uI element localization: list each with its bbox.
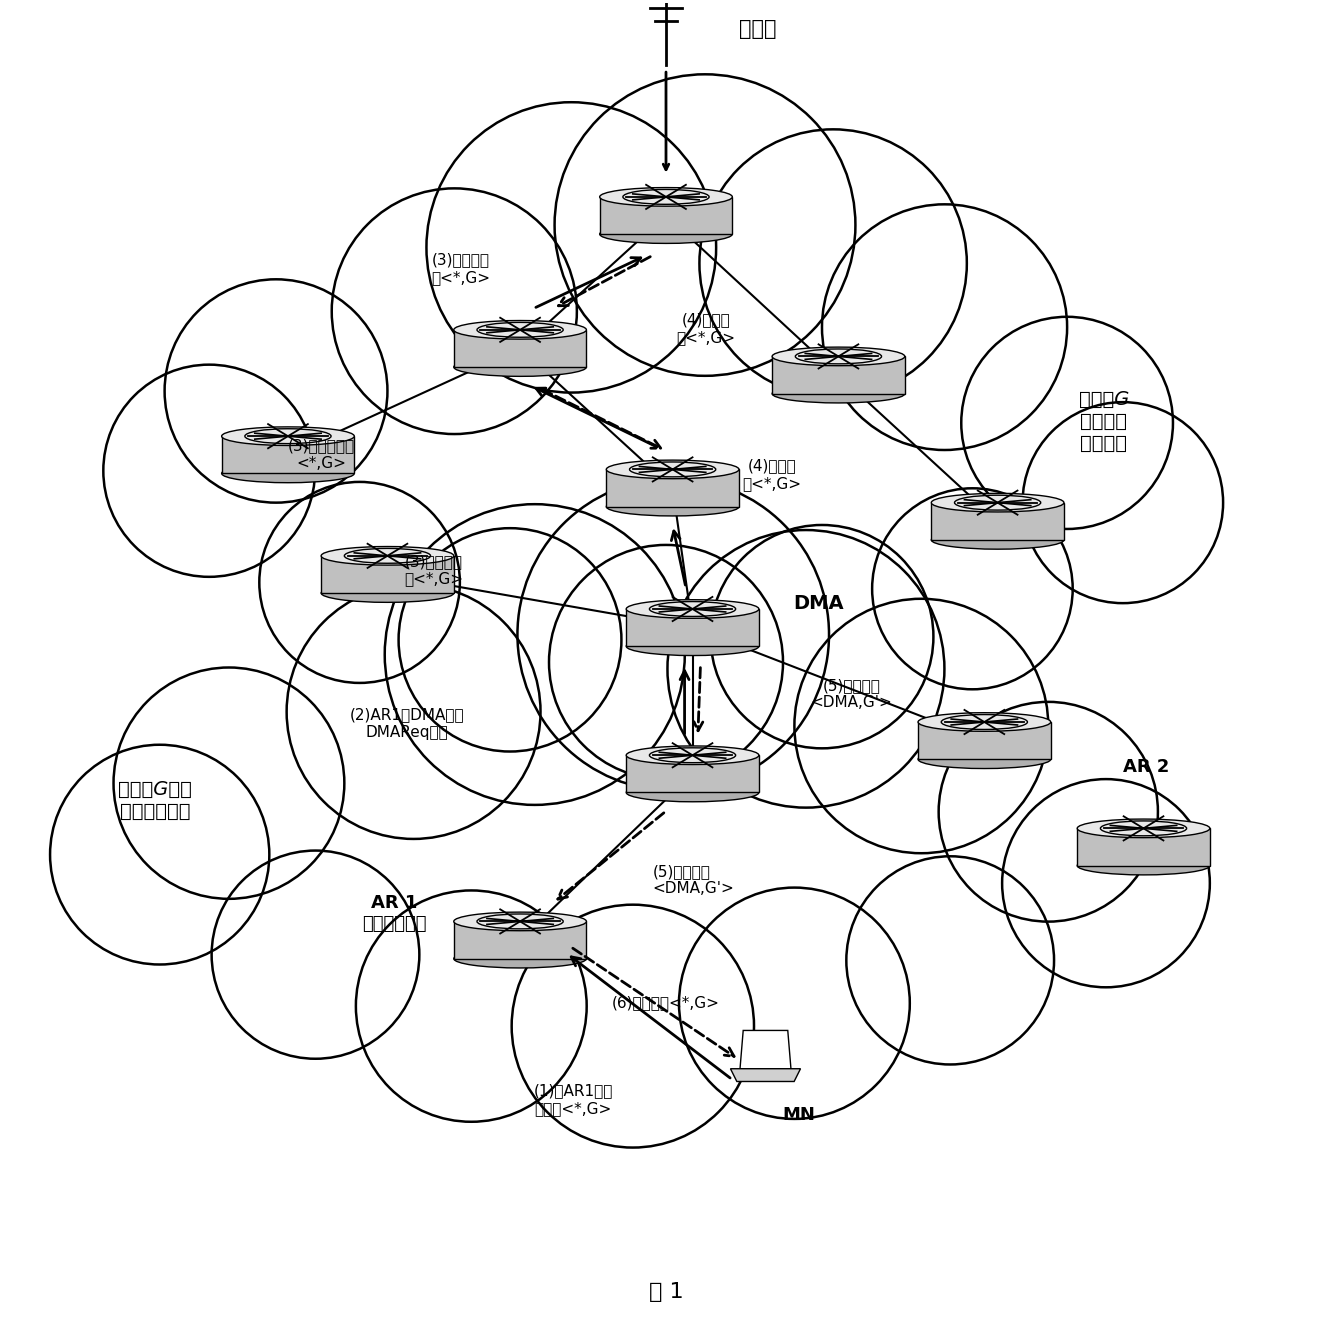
Bar	[221, 437, 354, 474]
Text: 图 1: 图 1	[649, 1283, 683, 1303]
Circle shape	[104, 364, 316, 577]
Bar	[1078, 828, 1209, 865]
Circle shape	[794, 599, 1048, 853]
Circle shape	[113, 668, 345, 898]
Circle shape	[549, 545, 783, 780]
Ellipse shape	[1078, 856, 1209, 874]
Circle shape	[426, 103, 717, 392]
Circle shape	[939, 702, 1158, 921]
Ellipse shape	[599, 188, 733, 206]
Circle shape	[679, 888, 910, 1119]
Circle shape	[517, 478, 829, 790]
Ellipse shape	[918, 713, 1051, 732]
Circle shape	[554, 75, 855, 376]
Ellipse shape	[931, 494, 1064, 511]
Circle shape	[286, 585, 541, 838]
Circle shape	[667, 530, 944, 808]
Ellipse shape	[599, 224, 733, 243]
Text: (4)组播数
据<*,G>: (4)组播数 据<*,G>	[677, 312, 735, 344]
Ellipse shape	[606, 498, 739, 515]
Circle shape	[212, 850, 420, 1059]
Circle shape	[51, 745, 269, 964]
Circle shape	[699, 129, 967, 398]
Ellipse shape	[606, 461, 739, 479]
Circle shape	[710, 525, 934, 749]
Bar	[626, 756, 759, 793]
Text: 组播组G在区
域内的组播树: 组播组G在区 域内的组播树	[119, 780, 192, 821]
Bar	[321, 555, 454, 593]
Circle shape	[822, 204, 1067, 450]
Ellipse shape	[321, 583, 454, 602]
Bar	[454, 921, 586, 959]
Circle shape	[260, 482, 460, 684]
Circle shape	[165, 279, 388, 503]
Circle shape	[385, 505, 685, 805]
Circle shape	[511, 905, 754, 1148]
Ellipse shape	[626, 637, 759, 655]
Bar	[773, 356, 904, 394]
Bar	[599, 196, 733, 234]
Polygon shape	[741, 1031, 791, 1069]
Text: AR 2: AR 2	[1123, 758, 1169, 776]
Polygon shape	[730, 1069, 801, 1081]
Ellipse shape	[165, 231, 1167, 678]
Ellipse shape	[221, 427, 354, 446]
Bar	[606, 470, 739, 507]
Ellipse shape	[1078, 820, 1209, 837]
Ellipse shape	[773, 384, 904, 403]
Ellipse shape	[221, 465, 354, 483]
Ellipse shape	[773, 347, 904, 366]
Ellipse shape	[626, 784, 759, 802]
Ellipse shape	[454, 912, 586, 930]
Circle shape	[1023, 402, 1223, 603]
Circle shape	[1002, 780, 1209, 988]
Text: AR 1
（支持组播）: AR 1 （支持组播）	[362, 894, 426, 933]
Text: (3)请求加入
组<*,G>: (3)请求加入 组<*,G>	[405, 554, 464, 586]
Ellipse shape	[454, 320, 586, 339]
Text: (4)组播数
据<*,G>: (4)组播数 据<*,G>	[743, 458, 802, 491]
Text: 组播源: 组播源	[739, 20, 777, 39]
Text: DMA: DMA	[794, 594, 844, 613]
Ellipse shape	[626, 746, 759, 765]
Circle shape	[332, 188, 577, 434]
Circle shape	[872, 489, 1072, 689]
Text: (6)组播数据<*,G>: (6)组播数据<*,G>	[613, 995, 719, 1011]
Ellipse shape	[113, 641, 1152, 1040]
Circle shape	[356, 890, 586, 1121]
Bar	[626, 609, 759, 646]
Ellipse shape	[931, 530, 1064, 549]
Ellipse shape	[454, 358, 586, 376]
Text: (1)向AR1请求
加入组<*,G>: (1)向AR1请求 加入组<*,G>	[533, 1084, 613, 1116]
Circle shape	[398, 529, 622, 752]
Ellipse shape	[626, 599, 759, 618]
Text: (5)组播数据
<DMA,G'>: (5)组播数据 <DMA,G'>	[653, 864, 734, 896]
Circle shape	[962, 316, 1173, 529]
Text: (3)请求加入组
<*,G>: (3)请求加入组 <*,G>	[288, 439, 354, 471]
Text: (2)AR1向DMA发送
DMAReq消息: (2)AR1向DMA发送 DMAReq消息	[350, 708, 465, 740]
Ellipse shape	[321, 546, 454, 565]
Ellipse shape	[454, 949, 586, 968]
Text: (5)组播数据
<DMA,G'>: (5)组播数据 <DMA,G'>	[811, 678, 892, 710]
Bar	[918, 722, 1051, 760]
Text: (3)请求加入
组<*,G>: (3)请求加入 组<*,G>	[430, 252, 490, 284]
Bar	[931, 503, 1064, 539]
Bar	[454, 330, 586, 367]
Text: 组播组G
在区域间
的组播树: 组播组G 在区域间 的组播树	[1079, 390, 1130, 453]
Text: MN: MN	[782, 1107, 815, 1124]
Ellipse shape	[918, 750, 1051, 769]
Circle shape	[846, 856, 1054, 1064]
